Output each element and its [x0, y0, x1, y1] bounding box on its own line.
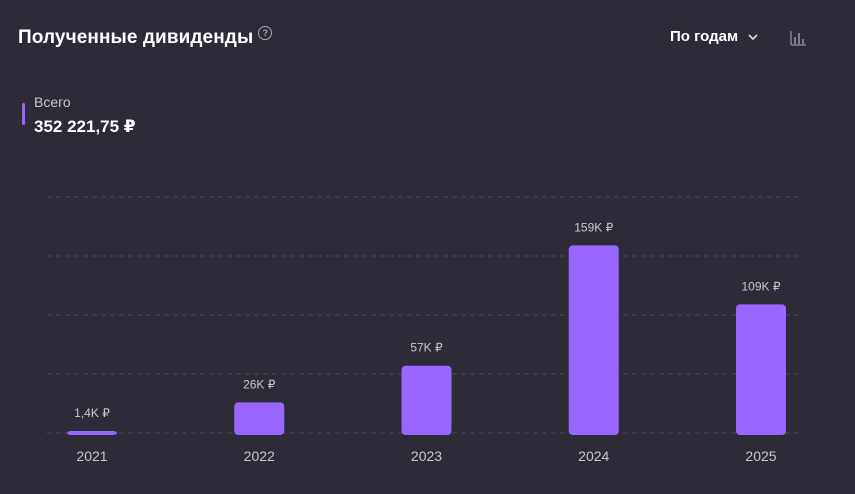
data-label-2022: 26K ₽ — [243, 377, 276, 391]
chevron-down-icon — [748, 34, 758, 40]
x-tick-label-2021: 2021 — [76, 448, 107, 464]
total-label: Всего — [34, 94, 71, 110]
x-tick-label-2024: 2024 — [578, 448, 609, 464]
total-value: 352 221,75 ₽ — [34, 117, 136, 136]
card-title: Полученные дивиденды — [18, 27, 254, 48]
question-circle-icon[interactable]: ? — [258, 26, 273, 40]
bar-2025[interactable] — [736, 304, 786, 435]
card-header: Полученные дивиденды ? — [18, 22, 273, 54]
period-select[interactable]: По годам — [670, 28, 759, 45]
total-summary: Всего 352 221,75 ₽ — [22, 92, 136, 137]
x-tick-label-2022: 2022 — [244, 448, 275, 464]
bar-chart-icon[interactable] — [789, 29, 807, 47]
period-select-label: По годам — [670, 28, 739, 45]
data-label-2021: 1,4K ₽ — [74, 406, 110, 420]
data-label-2025: 109K ₽ — [742, 279, 781, 293]
total-color-marker — [22, 103, 25, 125]
bar-2022[interactable] — [234, 402, 285, 435]
bar-2024[interactable] — [568, 245, 619, 435]
x-tick-label-2025: 2025 — [745, 448, 776, 464]
x-tick-label-2023: 2023 — [411, 448, 442, 464]
bar-2023[interactable] — [401, 365, 452, 435]
data-label-2024: 159K ₽ — [574, 220, 613, 234]
bar-2021[interactable] — [67, 431, 117, 435]
data-label-2023: 57K ₽ — [410, 341, 443, 355]
